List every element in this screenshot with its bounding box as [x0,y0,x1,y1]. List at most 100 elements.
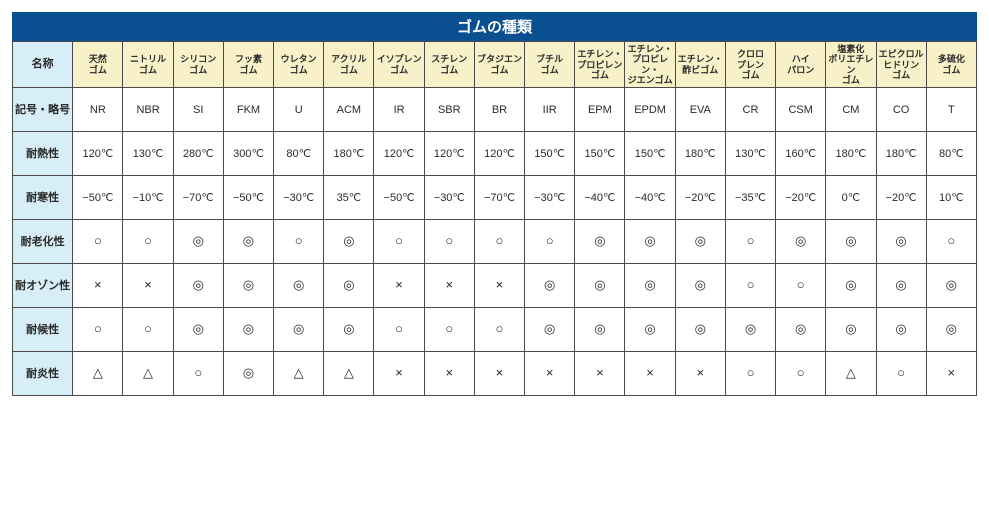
cell: ◎ [876,220,926,264]
cell: × [73,264,123,308]
cell: ◎ [173,264,223,308]
table-row: 耐熱性120℃130℃280℃300℃80℃180℃120℃120℃120℃15… [13,132,977,176]
cell: ◎ [324,308,374,352]
cell: 280℃ [173,132,223,176]
cell: ○ [725,352,775,396]
cell: ◎ [324,264,374,308]
cell: ○ [274,220,324,264]
cell: ◎ [324,220,374,264]
cell: ○ [525,220,575,264]
table-row: 耐炎性△△○◎△△×××××××○○△○× [13,352,977,396]
table-row: 耐オゾン性××◎◎◎◎×××◎◎◎◎○○◎◎◎ [13,264,977,308]
cell: △ [826,352,876,396]
cell: ◎ [776,308,826,352]
cell: 180℃ [675,132,725,176]
cell: U [274,88,324,132]
cell: ○ [73,308,123,352]
cell: SBR [424,88,474,132]
cell: −30℃ [424,176,474,220]
column-header: アクリルゴム [324,42,374,88]
cell: FKM [223,88,273,132]
cell: ◎ [223,308,273,352]
cell: 120℃ [73,132,123,176]
rubber-types-table: 名称 天然ゴムニトリルゴムシリコンゴムフッ素ゴムウレタンゴムアクリルゴムイソプレ… [12,41,977,396]
cell: × [474,264,524,308]
column-header: シリコンゴム [173,42,223,88]
cell: ○ [776,352,826,396]
cell: NBR [123,88,173,132]
cell: × [374,264,424,308]
column-header: 多硫化ゴム [926,42,976,88]
cell: ◎ [575,220,625,264]
cell: 180℃ [876,132,926,176]
cell: ◎ [826,220,876,264]
cell: EPM [575,88,625,132]
cell: ○ [926,220,976,264]
row-header-weather: 耐候性 [13,308,73,352]
column-header: フッ素ゴム [223,42,273,88]
cell: −20℃ [876,176,926,220]
cell: ◎ [274,264,324,308]
cell: ○ [474,308,524,352]
cell: ◎ [173,220,223,264]
row-header-flame: 耐炎性 [13,352,73,396]
cell: EPDM [625,88,675,132]
cell: −30℃ [274,176,324,220]
column-header: ニトリルゴム [123,42,173,88]
cell: ○ [173,352,223,396]
cell: 150℃ [575,132,625,176]
column-header: エピクロルヒドリンゴム [876,42,926,88]
row-header-ozone: 耐オゾン性 [13,264,73,308]
cell: ◎ [675,220,725,264]
cell: CO [876,88,926,132]
cell: 150℃ [625,132,675,176]
cell: IR [374,88,424,132]
cell: ◎ [223,264,273,308]
cell: ○ [725,220,775,264]
cell: 120℃ [474,132,524,176]
cell: ◎ [776,220,826,264]
cell: ◎ [274,308,324,352]
cell: ○ [876,352,926,396]
cell: −40℃ [575,176,625,220]
cell: ◎ [926,308,976,352]
cell: −50℃ [223,176,273,220]
row-header-aging: 耐老化性 [13,220,73,264]
cell: △ [324,352,374,396]
cell: ◎ [625,308,675,352]
cell: △ [73,352,123,396]
cell: −50℃ [374,176,424,220]
cell: ◎ [575,308,625,352]
column-header: ブタジエンゴム [474,42,524,88]
cell: × [926,352,976,396]
cell: ◎ [223,220,273,264]
column-header: イソプレンゴム [374,42,424,88]
cell: ◎ [725,308,775,352]
cell: T [926,88,976,132]
header-name-label: 名称 [13,42,73,88]
cell: ○ [374,220,424,264]
cell: ○ [374,308,424,352]
cell: ◎ [675,264,725,308]
cell: 80℃ [274,132,324,176]
cell: ◎ [876,264,926,308]
cell: ACM [324,88,374,132]
cell: 180℃ [324,132,374,176]
cell: CSM [776,88,826,132]
cell: ○ [725,264,775,308]
cell: ◎ [876,308,926,352]
cell: ◎ [575,264,625,308]
row-header-symbol: 記号・略号 [13,88,73,132]
cell: ○ [424,220,474,264]
table-row: 耐候性○○◎◎◎◎○○○◎◎◎◎◎◎◎◎◎ [13,308,977,352]
cell: × [625,352,675,396]
cell: EVA [675,88,725,132]
cell: −70℃ [474,176,524,220]
column-header: 塩素化ポリエチレンゴム [826,42,876,88]
cell: NR [73,88,123,132]
cell: 300℃ [223,132,273,176]
cell: IIR [525,88,575,132]
cell: ◎ [826,264,876,308]
cell: 150℃ [525,132,575,176]
column-header: クロロプレンゴム [725,42,775,88]
